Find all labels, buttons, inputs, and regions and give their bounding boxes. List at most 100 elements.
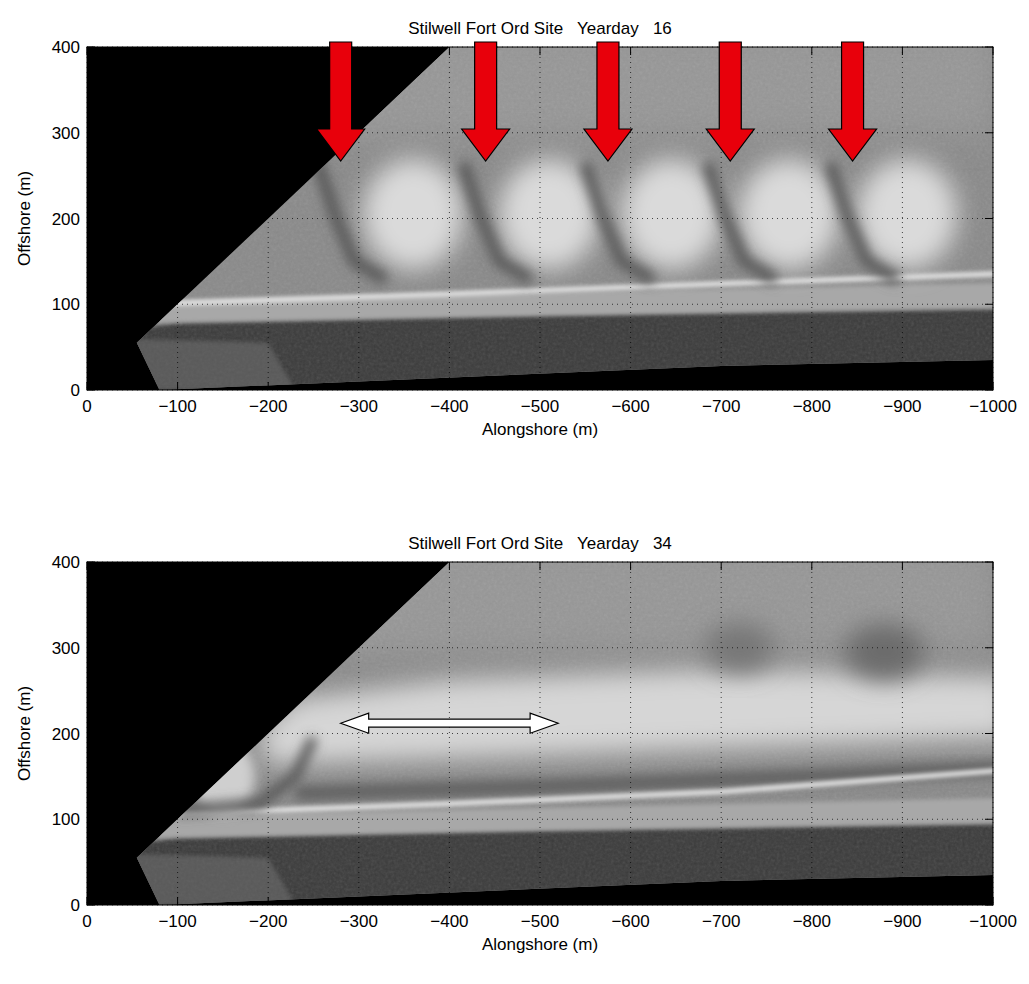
rocks: [123, 854, 295, 906]
lobe: [704, 623, 774, 673]
tick-label: −700: [702, 912, 740, 931]
horn: [463, 163, 531, 280]
tick-label: −1000: [969, 397, 1017, 416]
tick-label: −600: [611, 397, 649, 416]
tick-label: −800: [793, 397, 831, 416]
grid-line: [87, 733, 993, 734]
tick-label: 200: [52, 210, 80, 229]
tick: [902, 382, 903, 390]
tick: [993, 562, 994, 570]
tick: [811, 562, 812, 570]
tick: [811, 382, 812, 390]
rip: [178, 738, 314, 811]
image-data: [87, 47, 993, 390]
tick-label: −400: [430, 912, 468, 931]
tick-label: −100: [158, 912, 196, 931]
tick-label: −400: [430, 397, 468, 416]
arrow: [317, 42, 365, 161]
tick: [87, 390, 95, 391]
tick: [449, 897, 450, 905]
tick: [177, 47, 178, 55]
grid-line: [87, 819, 993, 820]
tick: [540, 562, 541, 570]
tick: [985, 647, 993, 648]
lobe: [844, 624, 924, 680]
tick: [902, 47, 903, 55]
tick-label: −200: [249, 397, 287, 416]
tick-label: −100: [158, 397, 196, 416]
axes-frame: [87, 562, 993, 905]
tick: [902, 562, 903, 570]
crescent: [363, 159, 463, 269]
axis-title: Alongshore (m): [482, 420, 598, 439]
horn: [318, 163, 386, 280]
grid-line: [87, 304, 993, 305]
tick: [87, 562, 88, 570]
tick: [87, 218, 95, 219]
tick: [993, 47, 994, 55]
tick: [87, 47, 88, 55]
tick: [993, 382, 994, 390]
tick: [449, 47, 450, 55]
tick: [630, 382, 631, 390]
tick: [985, 132, 993, 133]
tick: [358, 47, 359, 55]
tick: [540, 382, 541, 390]
tick: [358, 897, 359, 905]
tick: [177, 562, 178, 570]
tick: [449, 382, 450, 390]
tick-label: 300: [52, 639, 80, 658]
image-data: [87, 562, 993, 905]
tick: [630, 897, 631, 905]
tick-label: 400: [52, 553, 80, 572]
tick: [268, 897, 269, 905]
tick: [985, 218, 993, 219]
tick: [630, 562, 631, 570]
tick: [902, 897, 903, 905]
tick: [87, 132, 95, 133]
tick-label: 300: [52, 124, 80, 143]
tick: [985, 905, 993, 906]
tick: [87, 905, 95, 906]
tick-label: 0: [82, 912, 91, 931]
grid-line: [449, 47, 450, 390]
tick: [87, 819, 95, 820]
grid-line: [540, 47, 541, 390]
tick-label: −700: [702, 397, 740, 416]
arrow: [829, 42, 877, 161]
tick: [268, 47, 269, 55]
arrow: [706, 42, 754, 161]
tick-label: −800: [793, 912, 831, 931]
tick-label: 400: [52, 38, 80, 57]
crescent: [739, 159, 839, 269]
tick-label: −900: [883, 912, 921, 931]
title: Stilwell Fort Ord Site Yearday 16: [408, 19, 672, 38]
tick: [721, 897, 722, 905]
span-arrow: [341, 713, 558, 733]
image: [87, 47, 993, 390]
tick: [985, 562, 993, 563]
horn: [830, 163, 898, 280]
grid-line: [630, 47, 631, 390]
tick: [540, 47, 541, 55]
tick: [811, 897, 812, 905]
tick: [87, 47, 95, 48]
tick: [985, 733, 993, 734]
tick: [721, 562, 722, 570]
panel: 0−100−200−300−400−500−600−700−800−900−10…: [15, 534, 1017, 954]
tick-label: −500: [521, 912, 559, 931]
axis-title: Offshore (m): [15, 171, 34, 266]
tick: [87, 897, 88, 905]
title: Stilwell Fort Ord Site Yearday 34: [408, 534, 672, 553]
tick: [540, 897, 541, 905]
arrow: [462, 42, 510, 161]
tick-label: 200: [52, 725, 80, 744]
grid-line: [358, 562, 359, 905]
tick: [985, 304, 993, 305]
tick: [87, 304, 95, 305]
tick-label: −600: [611, 912, 649, 931]
image: [87, 562, 993, 905]
tick-label: 100: [52, 810, 80, 829]
grid-line: [358, 47, 359, 390]
figure: 0−100−200−300−400−500−600−700−800−900−10…: [0, 0, 1029, 984]
